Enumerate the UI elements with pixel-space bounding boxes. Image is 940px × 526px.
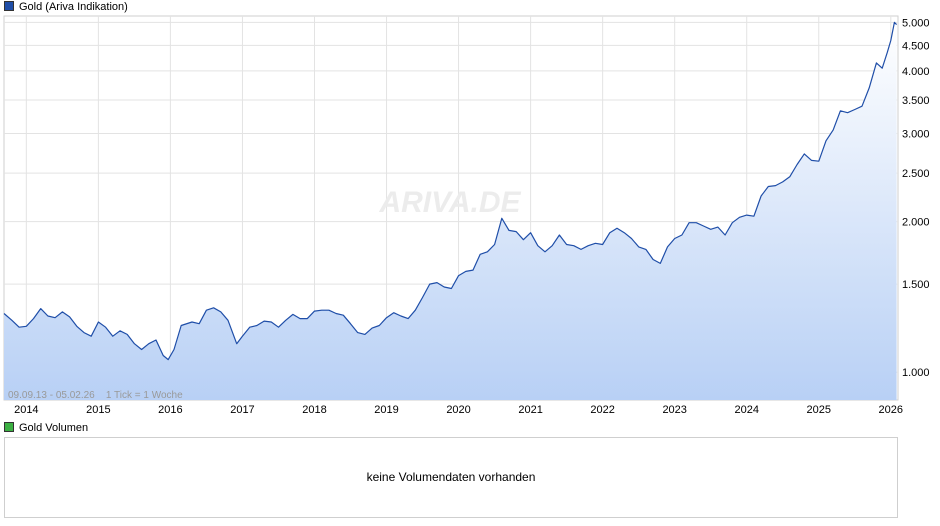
x-tick-label: 2017 bbox=[230, 404, 254, 416]
y-tick-label: 1.000 bbox=[902, 367, 930, 379]
main-series-swatch bbox=[4, 1, 14, 11]
x-tick-label: 2018 bbox=[302, 404, 326, 416]
x-tick-label: 2025 bbox=[807, 404, 831, 416]
volume-series-swatch bbox=[4, 422, 14, 432]
main-series-label: Gold (Ariva Indikation) bbox=[19, 1, 128, 13]
x-axis-labels: 2014 2015 2016 2017 2018 2019 2020 2021 2022 2023… bbox=[14, 404, 903, 416]
x-tick-label: 2016 bbox=[158, 404, 182, 416]
main-chart-legend: Gold (Ariva Indikation) bbox=[4, 0, 128, 14]
y-tick-label: 5.000 bbox=[902, 17, 930, 29]
volume-chart-legend: Gold Volumen bbox=[4, 421, 88, 435]
x-tick-label: 2023 bbox=[662, 404, 686, 416]
y-tick-label: 2.000 bbox=[902, 217, 930, 229]
y-tick-label: 4.000 bbox=[902, 66, 930, 78]
x-tick-label: 2014 bbox=[14, 404, 38, 416]
y-tick-label: 2.500 bbox=[902, 168, 930, 180]
price-chart[interactable]: ARIVA.DE 2014 2015 2016 2017 2018 2019 2020 202… bbox=[0, 0, 940, 420]
x-tick-label: 2022 bbox=[590, 404, 614, 416]
x-tick-label: 2015 bbox=[86, 404, 110, 416]
y-tick-label: 4.500 bbox=[902, 40, 930, 52]
x-tick-label: 2021 bbox=[518, 404, 542, 416]
range-info-text: 09.09.13 - 05.02.26 1 Tick = 1 Woche bbox=[8, 390, 183, 401]
x-tick-label: 2019 bbox=[374, 404, 398, 416]
y-axis-labels: 1.000 1.500 2.000 2.500 3.000 3.500 4.000 4.500… bbox=[902, 17, 930, 379]
price-series-line bbox=[3, 21, 898, 361]
x-tick-label: 2026 bbox=[879, 404, 903, 416]
price-area-fill bbox=[4, 22, 897, 401]
y-tick-label: 3.500 bbox=[902, 95, 930, 107]
y-tick-label: 3.000 bbox=[902, 128, 930, 140]
ariva-watermark: ARIVA.DE bbox=[378, 186, 521, 219]
no-volume-message: keine Volumendaten vorhanden bbox=[366, 470, 536, 484]
volume-panel: keine Volumendaten vorhanden bbox=[4, 437, 898, 518]
x-tick-label: 2020 bbox=[446, 404, 470, 416]
volume-series-label: Gold Volumen bbox=[19, 422, 89, 434]
y-tick-label: 1.500 bbox=[902, 279, 930, 291]
x-tick-label: 2024 bbox=[734, 404, 758, 416]
